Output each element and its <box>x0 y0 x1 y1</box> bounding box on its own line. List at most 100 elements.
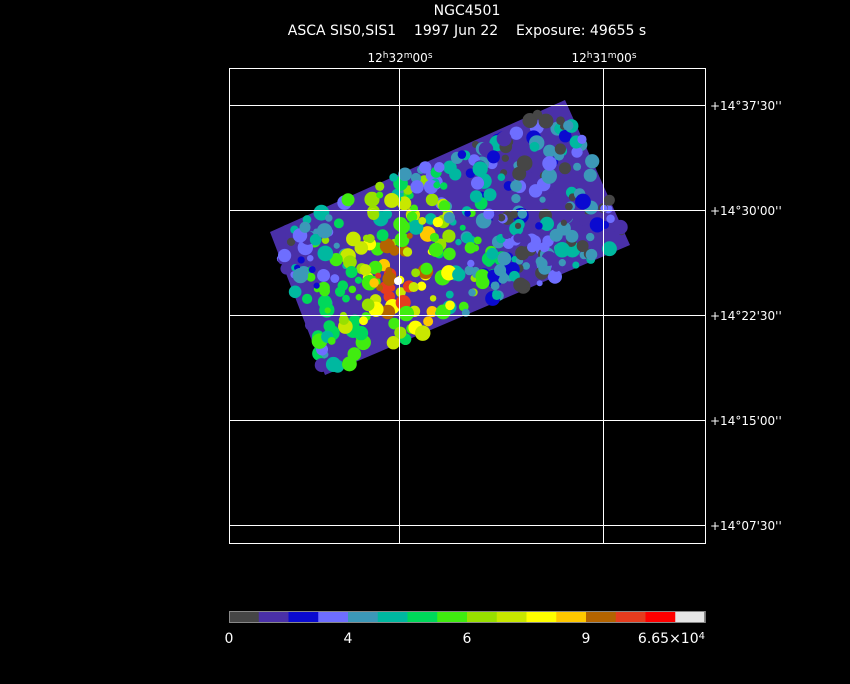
image-blob <box>585 248 598 261</box>
image-blob <box>513 277 528 293</box>
image-blob <box>359 316 368 326</box>
image-blob <box>395 287 406 298</box>
ra-unit: s <box>428 51 433 61</box>
image-blob <box>417 281 427 291</box>
dec-label: +14°15'00'' <box>710 414 782 428</box>
image-blob <box>554 241 570 258</box>
image-blob <box>497 251 512 266</box>
image-blob <box>411 268 421 278</box>
ra-labels: 12h32m00s 12h31m00s <box>367 51 636 65</box>
colorbar-label: 6 <box>463 631 472 647</box>
ra-digits: 00 <box>617 51 632 65</box>
image-blob <box>487 150 500 164</box>
image-blob <box>354 241 369 255</box>
image-blob <box>541 168 557 184</box>
image-blob <box>443 247 456 261</box>
image-blob <box>425 193 439 207</box>
colorbar-segment <box>526 611 557 623</box>
dec-labels: +14°37'30'' +14°30'00'' +14°22'30'' +14°15'… <box>710 99 782 533</box>
image-blob <box>461 308 470 317</box>
image-blob <box>539 196 546 203</box>
colorbar: 0 4 6 9 6.65×104 <box>225 611 706 647</box>
colorbar-segment <box>377 611 408 623</box>
image-blob <box>606 214 615 224</box>
image-blob <box>297 256 305 264</box>
image-blob <box>554 143 566 155</box>
image-blob <box>483 188 497 202</box>
image-peak <box>394 277 402 285</box>
image-blob <box>579 217 588 226</box>
grid <box>229 68 705 543</box>
image-blob <box>299 221 311 233</box>
image-blob <box>449 168 462 181</box>
label-mantissa: 6.65×10 <box>638 631 699 647</box>
image-blob <box>429 232 440 242</box>
image-blob <box>529 141 540 152</box>
image-blob <box>402 247 413 257</box>
image-blob <box>333 242 340 249</box>
image-blob <box>389 173 398 182</box>
image-blob <box>464 210 471 217</box>
image-blob <box>406 211 418 223</box>
image-blob <box>549 228 563 242</box>
image-blob <box>348 285 357 294</box>
image-blob <box>317 269 331 282</box>
image-blob <box>306 254 314 262</box>
image-blob <box>354 276 363 284</box>
image-blob <box>313 282 320 289</box>
image-blob <box>355 294 362 301</box>
image-blob <box>517 209 528 219</box>
image-blob <box>334 286 346 297</box>
colorbar-label: 0 <box>225 631 234 647</box>
image-blob <box>577 134 587 144</box>
dec-label: +14°37'30'' <box>710 99 782 113</box>
ra-unit: m <box>608 51 617 61</box>
image-blob <box>535 222 543 230</box>
image-blob <box>467 259 475 268</box>
image-blob <box>384 192 400 208</box>
image-blob <box>563 120 574 131</box>
image-blob <box>398 167 412 182</box>
xray-image <box>270 100 630 375</box>
image-blob <box>375 181 385 191</box>
image-blob <box>317 245 334 262</box>
ra-digits: 00 <box>413 51 428 65</box>
label-exponent: 4 <box>699 631 705 642</box>
colorbar-segment <box>407 611 438 623</box>
image-blob <box>539 241 550 253</box>
image-blob <box>365 234 375 244</box>
image-blob <box>327 337 336 345</box>
image-blob <box>364 191 380 207</box>
image-blob <box>429 295 437 302</box>
image-blob <box>457 150 467 159</box>
image-blob <box>542 156 557 171</box>
image-blob <box>464 241 477 254</box>
image-blob <box>286 237 296 246</box>
title: NGC4501 <box>434 3 501 19</box>
image-blob <box>379 238 395 254</box>
image-blob <box>376 229 389 242</box>
image-blob <box>613 219 628 235</box>
image-blob <box>497 213 506 222</box>
image-blob <box>428 242 444 258</box>
image-blob <box>468 288 476 297</box>
image-blob <box>276 231 287 241</box>
image-blob <box>368 260 383 275</box>
image-blob <box>343 255 357 269</box>
colorbar-segment <box>645 611 676 623</box>
image-blob <box>483 208 495 220</box>
image-blob <box>564 202 573 211</box>
ra-digits: 31 <box>592 51 607 65</box>
image-blob <box>277 248 292 263</box>
image-blob <box>420 262 433 275</box>
image-blob <box>538 113 554 129</box>
image-blob <box>484 258 493 267</box>
image-blob <box>445 300 455 311</box>
image-blob <box>292 267 309 284</box>
image-blob <box>573 162 582 171</box>
image-blob <box>486 247 499 260</box>
image-blob <box>509 210 519 219</box>
colorbar-segment <box>258 611 289 623</box>
image-blob <box>408 282 419 293</box>
image-blob <box>323 320 336 332</box>
